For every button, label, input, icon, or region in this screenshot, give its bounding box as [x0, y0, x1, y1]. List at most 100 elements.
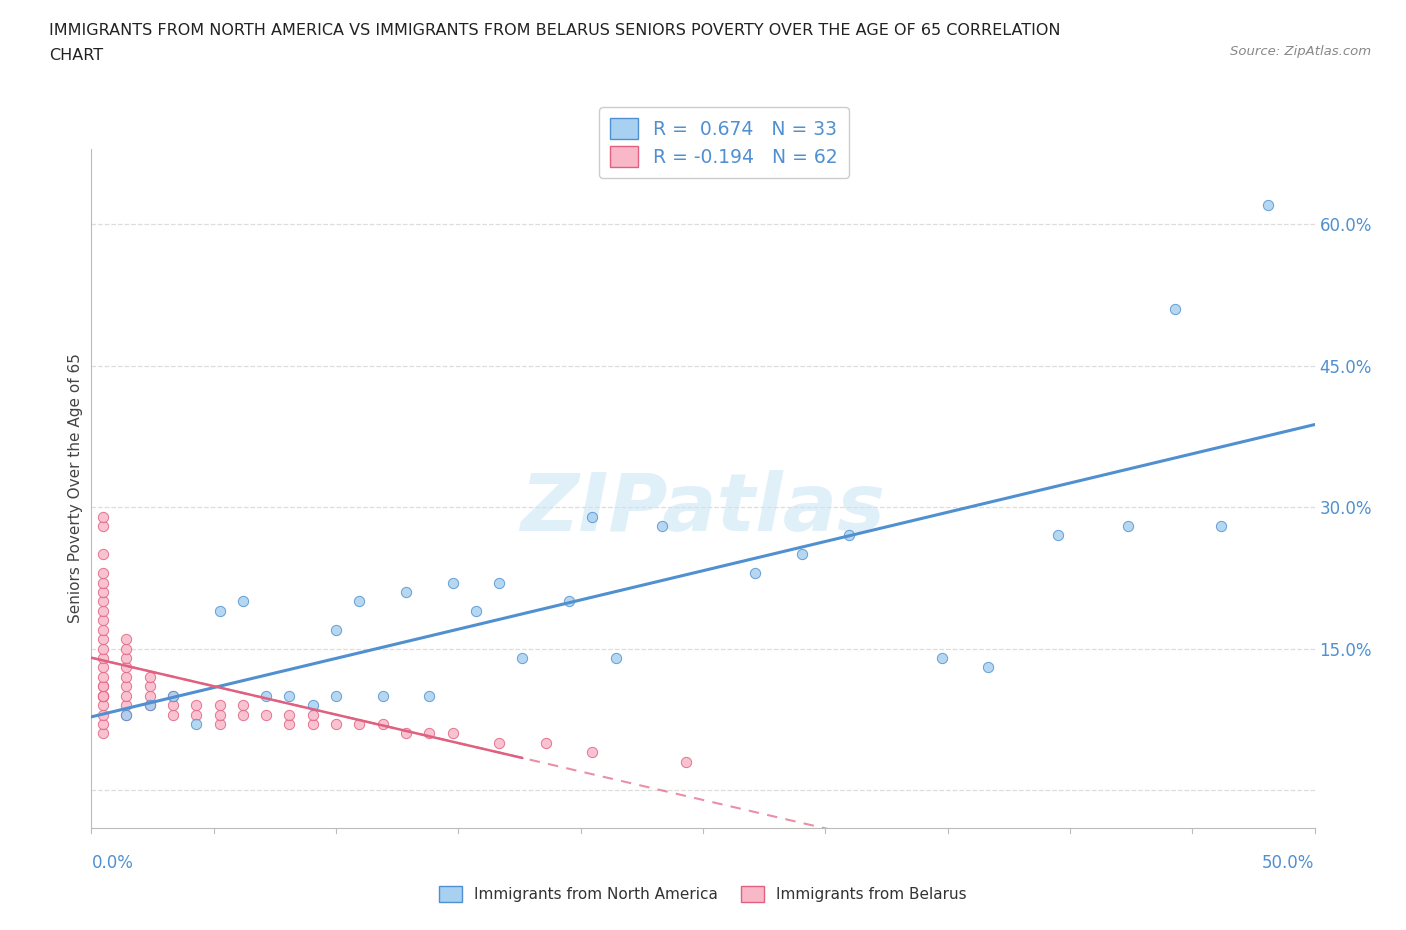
Point [115, 660, 138, 675]
Point [418, 726, 440, 741]
Point [115, 688, 138, 703]
Point [651, 519, 673, 534]
Point [91, 688, 114, 703]
Point [558, 594, 581, 609]
Point [115, 679, 138, 694]
Point [441, 575, 464, 590]
Point [208, 698, 231, 712]
Point [581, 509, 603, 524]
Point [1211, 519, 1233, 534]
Text: CHART: CHART [49, 48, 103, 63]
Point [186, 707, 208, 722]
Point [115, 631, 138, 646]
Point [91, 594, 114, 609]
Point [91, 509, 114, 524]
Legend: R =  0.674   N = 33, R = -0.194   N = 62: R = 0.674 N = 33, R = -0.194 N = 62 [599, 107, 849, 178]
Point [138, 679, 160, 694]
Point [675, 754, 697, 769]
Point [186, 698, 208, 712]
Point [208, 716, 231, 731]
Point [325, 716, 347, 731]
Point [931, 651, 953, 666]
Point [186, 716, 208, 731]
Point [115, 698, 138, 712]
Point [977, 660, 1000, 675]
Point [91, 641, 114, 656]
Point [1257, 198, 1279, 213]
Point [115, 651, 138, 666]
Point [208, 604, 231, 618]
Point [1047, 528, 1070, 543]
Point [278, 716, 301, 731]
Point [395, 726, 418, 741]
Point [349, 594, 371, 609]
Point [488, 736, 510, 751]
Point [605, 651, 627, 666]
Point [91, 670, 114, 684]
Point [301, 716, 323, 731]
Point [138, 670, 160, 684]
Point [91, 688, 114, 703]
Text: 0.0%: 0.0% [91, 854, 134, 871]
Point [278, 707, 301, 722]
Point [441, 726, 464, 741]
Point [278, 688, 301, 703]
Point [371, 716, 394, 731]
Point [301, 698, 323, 712]
Point [91, 565, 114, 580]
Point [91, 585, 114, 600]
Point [91, 622, 114, 637]
Point [162, 688, 184, 703]
Point [91, 613, 114, 628]
Point [91, 679, 114, 694]
Point [162, 688, 184, 703]
Point [91, 660, 114, 675]
Point [208, 707, 231, 722]
Y-axis label: Seniors Poverty Over the Age of 65: Seniors Poverty Over the Age of 65 [67, 353, 83, 623]
Point [91, 679, 114, 694]
Point [581, 745, 603, 760]
Point [418, 688, 440, 703]
Point [91, 726, 114, 741]
Point [325, 688, 347, 703]
Point [464, 604, 486, 618]
Point [1116, 519, 1139, 534]
Point [115, 707, 138, 722]
Point [91, 519, 114, 534]
Point [138, 688, 160, 703]
Point [349, 716, 371, 731]
Point [91, 547, 114, 562]
Text: Source: ZipAtlas.com: Source: ZipAtlas.com [1230, 45, 1371, 58]
Point [395, 585, 418, 600]
Point [232, 594, 254, 609]
Point [91, 698, 114, 712]
Text: ZIPatlas: ZIPatlas [520, 470, 886, 548]
Point [512, 651, 534, 666]
Point [1164, 301, 1187, 316]
Point [162, 707, 184, 722]
Point [534, 736, 557, 751]
Point [254, 707, 277, 722]
Point [744, 565, 766, 580]
Point [91, 631, 114, 646]
Point [115, 641, 138, 656]
Point [371, 688, 394, 703]
Point [91, 688, 114, 703]
Legend: Immigrants from North America, Immigrants from Belarus: Immigrants from North America, Immigrant… [433, 880, 973, 909]
Point [254, 688, 277, 703]
Point [162, 698, 184, 712]
Point [138, 698, 160, 712]
Point [91, 716, 114, 731]
Point [790, 547, 813, 562]
Point [325, 622, 347, 637]
Point [838, 528, 860, 543]
Text: 50.0%: 50.0% [1263, 854, 1315, 871]
Point [91, 707, 114, 722]
Point [232, 698, 254, 712]
Point [91, 604, 114, 618]
Text: IMMIGRANTS FROM NORTH AMERICA VS IMMIGRANTS FROM BELARUS SENIORS POVERTY OVER TH: IMMIGRANTS FROM NORTH AMERICA VS IMMIGRA… [49, 23, 1060, 38]
Point [232, 707, 254, 722]
Point [115, 707, 138, 722]
Point [91, 651, 114, 666]
Point [115, 670, 138, 684]
